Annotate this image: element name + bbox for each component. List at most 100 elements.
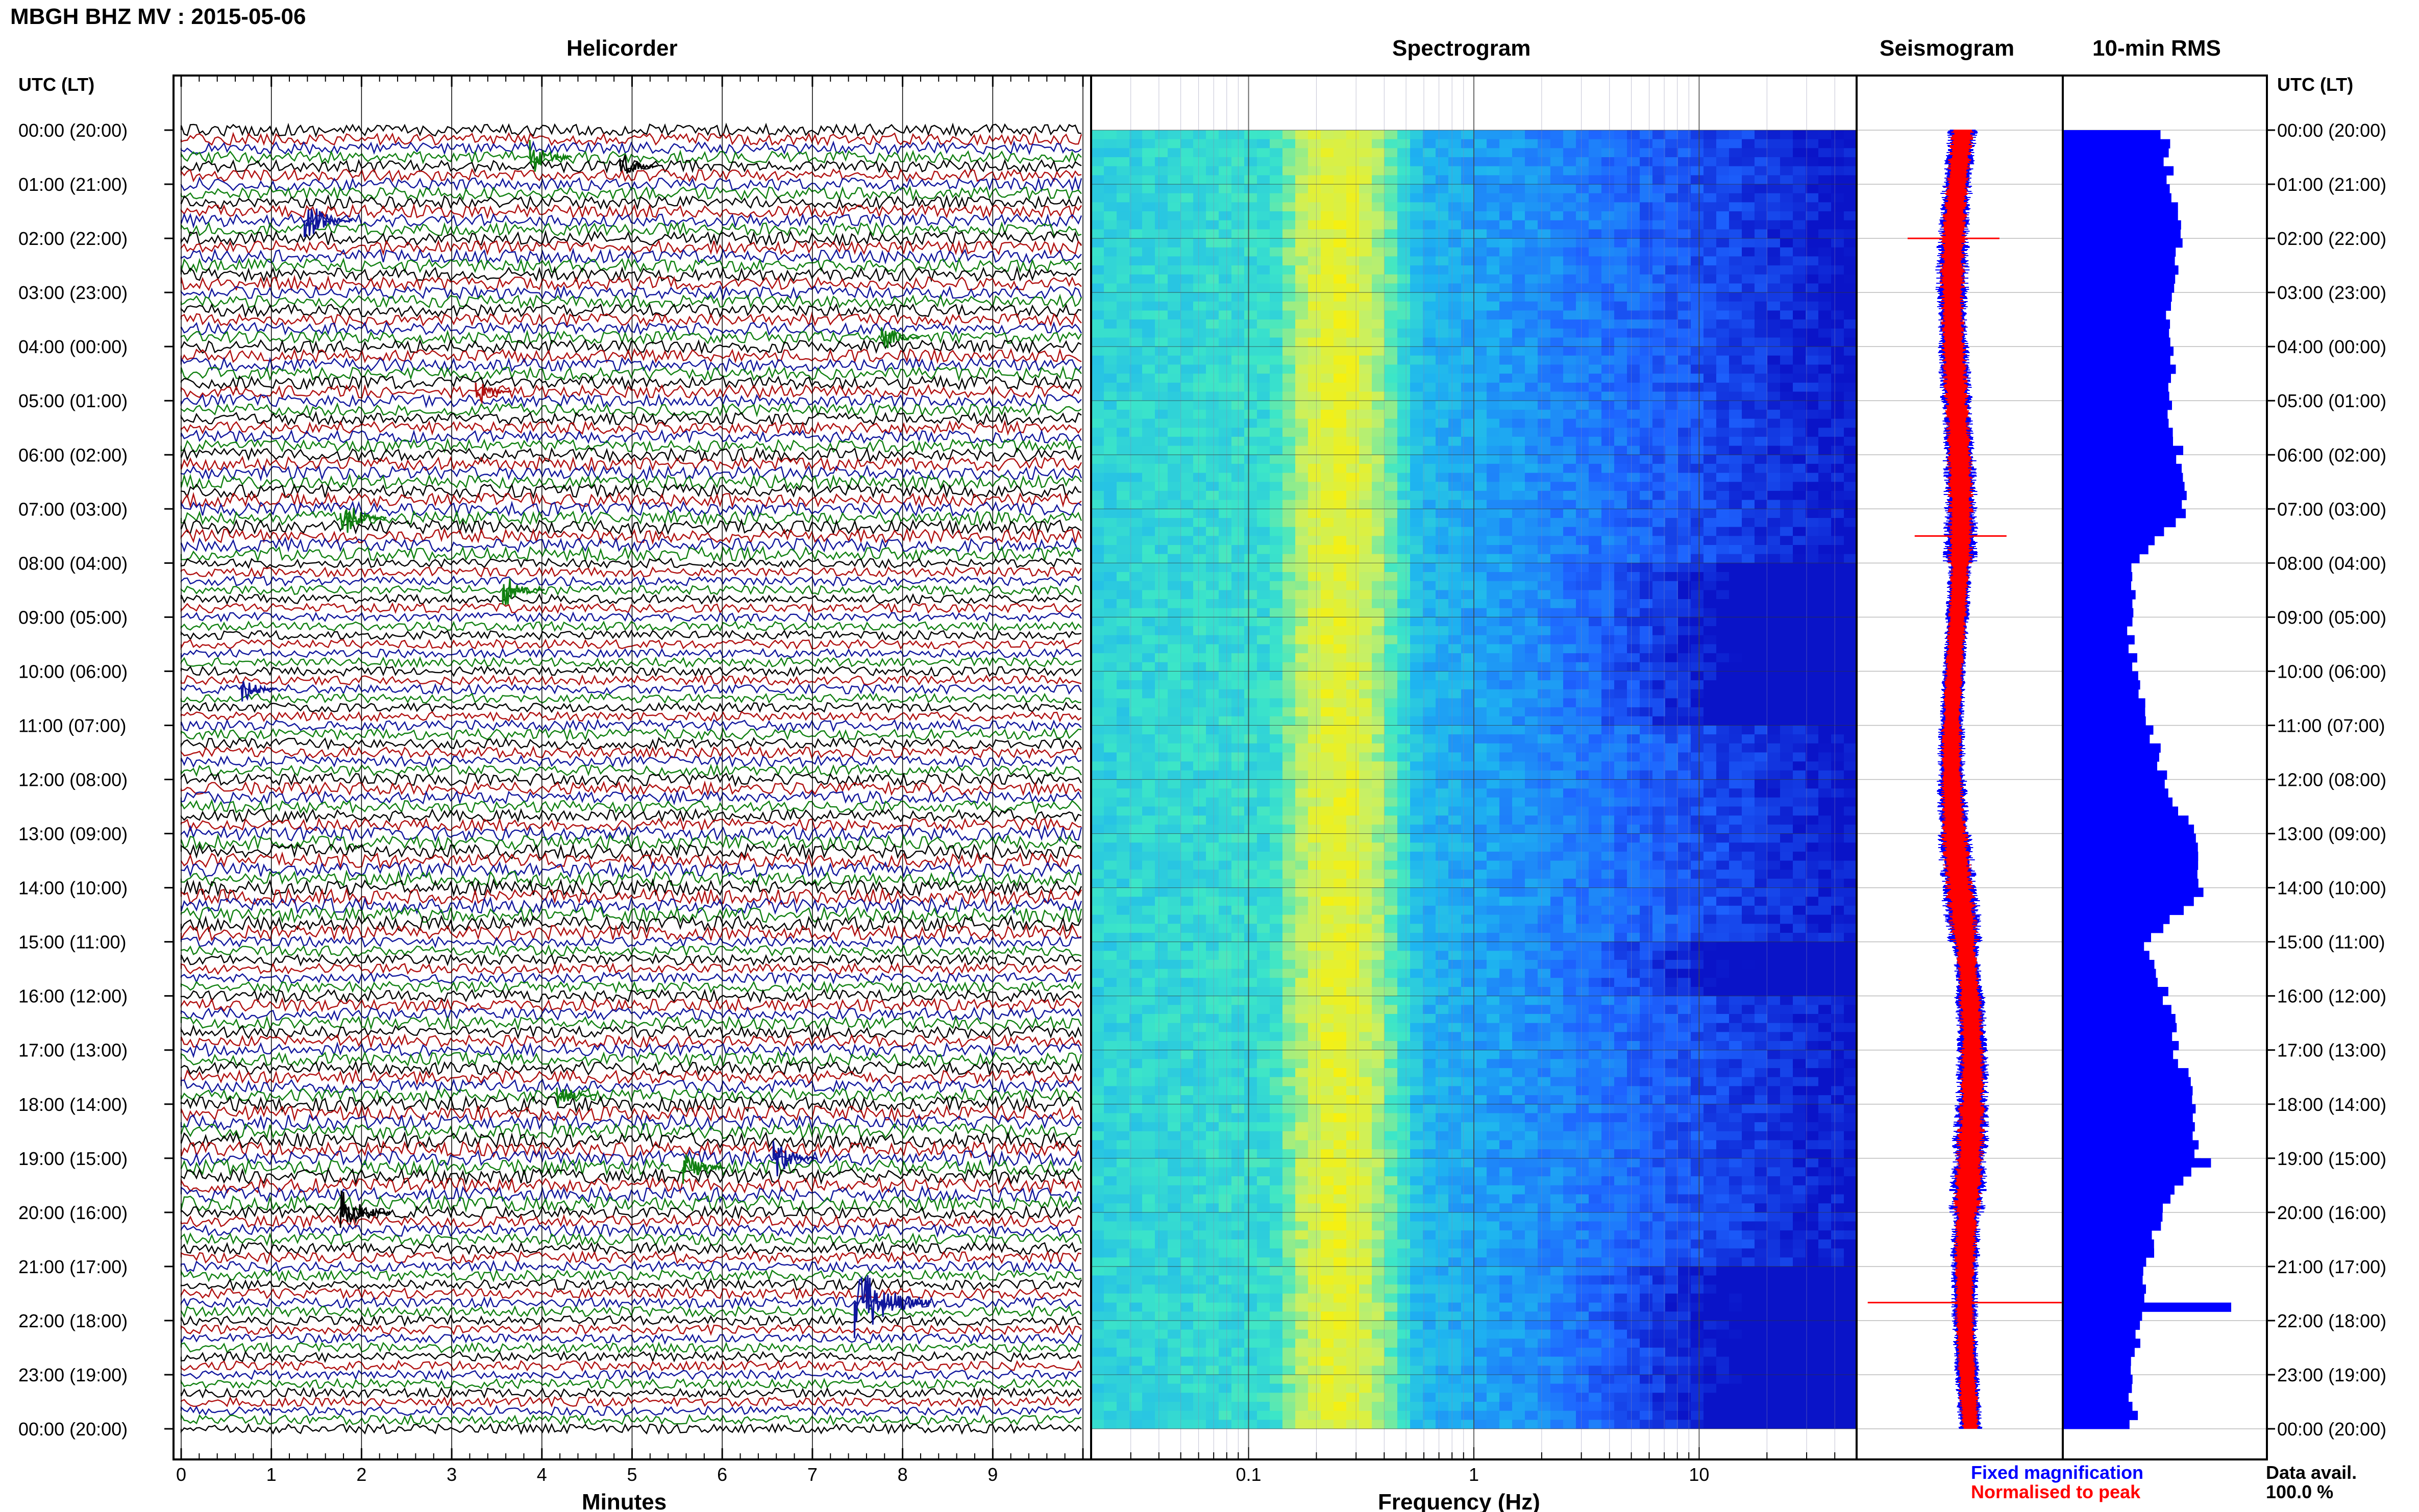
spectrogram-cell: [1308, 473, 1321, 482]
spectrogram-cell: [1780, 509, 1793, 518]
spectrogram-cell: [1499, 833, 1513, 843]
spectrogram-cell: [1244, 256, 1257, 266]
spectrogram-cell: [1729, 797, 1742, 807]
spectrogram-cell: [1652, 599, 1666, 609]
helicorder-trace: [180, 980, 1082, 994]
spectrogram-cell: [1168, 824, 1181, 834]
spectrogram-cell: [1576, 463, 1589, 474]
spectrogram-cell: [1499, 157, 1513, 167]
spectrogram-cell: [1257, 283, 1270, 293]
spectrogram-cell: [1793, 193, 1806, 203]
spectrogram-cell: [1244, 680, 1257, 690]
spectrogram-cell: [1767, 445, 1781, 455]
spectrogram-cell: [1487, 824, 1500, 834]
spectrogram-cell: [1704, 364, 1717, 374]
spectrogram-cell: [1691, 166, 1704, 176]
spectrogram-cell: [1346, 626, 1360, 636]
spectrogram-cell: [1385, 734, 1398, 744]
spectrogram-cell: [1512, 527, 1525, 536]
spectrogram-cell: [1844, 283, 1857, 293]
spectrogram-cell: [1601, 247, 1615, 257]
spectrogram-cell: [1372, 265, 1385, 275]
spectrogram-cell: [1729, 265, 1742, 275]
spectrogram-cell: [1806, 653, 1819, 663]
spectrogram-cell: [1806, 698, 1819, 708]
spectrogram-cell: [1244, 581, 1257, 590]
spectrogram-cell: [1334, 139, 1347, 148]
spectrogram-cell: [1589, 184, 1602, 194]
spectrogram-cell: [1270, 509, 1283, 518]
spectrogram-cell: [1142, 301, 1155, 311]
spectrogram-cell: [1627, 175, 1640, 185]
spectrogram-cell: [1410, 680, 1423, 690]
spectrogram-cell: [1129, 518, 1143, 528]
spectrogram-cell: [1793, 301, 1806, 311]
spectrogram-cell: [1678, 509, 1691, 518]
spectrogram-cell: [1155, 265, 1168, 275]
spectrogram-cell: [1129, 617, 1143, 627]
spectrogram-cell: [1614, 707, 1627, 717]
spectrogram-cell: [1499, 671, 1513, 681]
helicorder-trace: [180, 701, 1082, 713]
spectrogram-cell: [1142, 572, 1155, 582]
spectrogram-cell: [1270, 463, 1283, 474]
spectrogram-cell: [1295, 635, 1309, 645]
spectrogram-cell: [1117, 274, 1130, 284]
spectrogram-cell: [1270, 220, 1283, 230]
spectrogram-cell: [1155, 707, 1168, 717]
spectrogram-cell: [1104, 806, 1117, 816]
spectrogram-cell: [1550, 328, 1564, 338]
spectrogram-cell: [1091, 130, 1104, 140]
spectrogram-cell: [1601, 391, 1615, 401]
spectrogram-cell: [1793, 247, 1806, 257]
spectrogram-cell: [1665, 391, 1679, 401]
spectrogram-cell: [1282, 824, 1296, 834]
spectrogram-cell: [1742, 599, 1755, 609]
spectrogram-cell: [1334, 374, 1347, 383]
spectrogram-cell: [1601, 689, 1615, 699]
spectrogram-cell: [1793, 490, 1806, 501]
spectrogram-cell: [1729, 788, 1742, 798]
spectrogram-cell: [1397, 743, 1411, 753]
spectrogram-cell: [1423, 581, 1436, 590]
spectrogram-cell: [1614, 247, 1627, 257]
spectrogram-cell: [1423, 130, 1436, 140]
spectrogram-cell: [1423, 319, 1436, 329]
spectrogram-cell: [1180, 229, 1194, 239]
spectrogram-cell: [1117, 824, 1130, 834]
spectrogram-cell: [1550, 806, 1564, 816]
spectrogram-cell: [1448, 274, 1462, 284]
spectrogram-cell: [1359, 626, 1372, 636]
helicorder-trace: [180, 1250, 1082, 1266]
spectrogram-cell: [1180, 644, 1194, 654]
spectrogram-cell: [1295, 707, 1309, 717]
spectrogram-cell: [1385, 509, 1398, 518]
spectrogram-cell: [1512, 716, 1525, 726]
spectrogram-cell: [1346, 374, 1360, 383]
spectrogram-cell: [1665, 436, 1679, 447]
helicorder-trace: [180, 384, 1082, 400]
spectrogram-cell: [1576, 725, 1589, 735]
spectrogram-cell: [1461, 283, 1474, 293]
spectrogram-cell: [1499, 653, 1513, 663]
helicorder-trace: [180, 1396, 1082, 1408]
spectrogram-cell: [1270, 130, 1283, 140]
spectrogram-cell: [1716, 445, 1730, 455]
spectrogram-cell: [1410, 536, 1423, 546]
spectrogram-cell: [1742, 364, 1755, 374]
spectrogram-cell: [1423, 374, 1436, 383]
helicorder-trace: [180, 221, 1082, 237]
spectrogram-cell: [1652, 671, 1666, 681]
spectrogram-cell: [1104, 527, 1117, 536]
spectrogram-cell: [1831, 382, 1844, 392]
spectrogram-cell: [1729, 139, 1742, 148]
spectrogram-cell: [1155, 734, 1168, 744]
spectrogram-cell: [1780, 391, 1793, 401]
spectrogram-cell: [1385, 824, 1398, 834]
spectrogram-cell: [1308, 572, 1321, 582]
spectrogram-cell: [1219, 752, 1232, 762]
spectrogram-cell: [1257, 455, 1270, 464]
spectrogram-cell: [1270, 310, 1283, 320]
spectrogram-cell: [1270, 346, 1283, 356]
spectrogram-cell: [1359, 346, 1372, 356]
